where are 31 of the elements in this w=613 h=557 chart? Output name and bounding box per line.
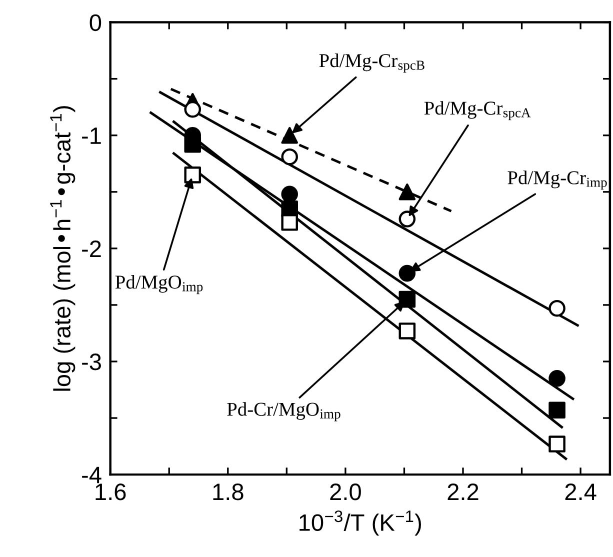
point xyxy=(184,100,202,118)
point xyxy=(548,370,566,387)
point xyxy=(281,126,298,144)
y-tick-label: 0 xyxy=(90,14,102,32)
annotation: Pd/Mg-Cr$_{imp}$ xyxy=(508,170,607,190)
annotation: Pd/MgO$_{imp}$ xyxy=(115,275,203,294)
point xyxy=(281,148,298,166)
point xyxy=(398,322,416,340)
y-tick-label: -2 xyxy=(82,240,101,257)
point xyxy=(184,136,202,153)
x-axis-title: 10$^{−3}$/T (K$^{−1}$) xyxy=(300,510,421,536)
point xyxy=(548,300,566,317)
point xyxy=(398,183,416,200)
y-tick-label: -1 xyxy=(82,128,101,144)
y-axis-title: log (rate) (mol•h$^{−1}$•g-cat$^{−1}$) xyxy=(50,106,76,391)
point xyxy=(398,210,416,228)
x-tick-label: 2.0 xyxy=(330,484,361,500)
point xyxy=(184,166,202,184)
point xyxy=(398,264,416,282)
x-tick-label: 1.8 xyxy=(213,484,244,500)
y-tick-label: -3 xyxy=(82,354,101,370)
annotation: Pd/Mg-Cr$_{spcA}$ xyxy=(424,101,531,120)
point xyxy=(281,214,298,231)
y-tick-label: -4 xyxy=(82,466,102,484)
x-tick-label: 2.2 xyxy=(448,484,478,500)
point xyxy=(548,436,566,452)
x-tick-label: 1.6 xyxy=(96,484,126,500)
annotation: Pd-Cr/MgO$_{imp}$ xyxy=(227,402,340,422)
x-tick-label: 2.4 xyxy=(565,484,596,500)
point xyxy=(548,402,566,419)
annotation: Pd/Mg-Cr$_{spcB}$ xyxy=(319,54,424,73)
